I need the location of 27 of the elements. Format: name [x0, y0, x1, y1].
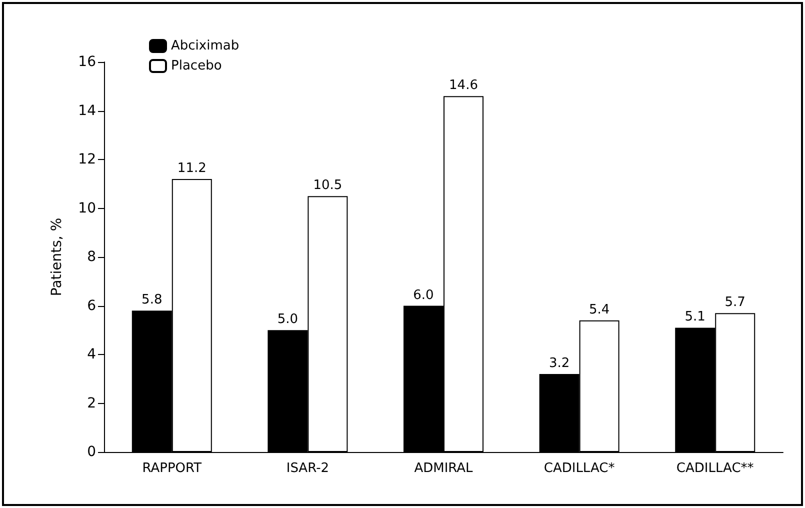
data-label: 6.0 — [413, 288, 434, 303]
data-label: 14.6 — [449, 78, 478, 94]
data-label: 11.2 — [177, 161, 206, 176]
x-tick-label: CADILLAC** — [676, 461, 754, 476]
data-label: 3.2 — [548, 356, 570, 371]
y-axis-title: Patients, % — [49, 218, 65, 296]
x-tick-label: ADMIRAL — [414, 461, 474, 476]
y-tick-label: 16 — [78, 54, 96, 70]
y-tick-label: 10 — [78, 200, 96, 216]
y-tick-label: 8 — [87, 249, 96, 265]
y-tick-label: 12 — [78, 152, 96, 168]
data-label: 10.5 — [313, 178, 342, 194]
y-tick-label: 0 — [87, 444, 96, 460]
x-tick-label: CADILLAC* — [544, 461, 616, 476]
data-label: 5.1 — [684, 310, 706, 325]
x-tick-label: ISAR-2 — [286, 461, 330, 476]
y-tick-label: 2 — [87, 395, 96, 412]
y-tick-label: 14 — [78, 102, 96, 119]
data-label: 5.4 — [588, 302, 610, 318]
data-label: 5.8 — [142, 292, 162, 308]
legend-label: Placebo — [171, 58, 222, 74]
legend-label: Abciximab — [171, 38, 240, 54]
y-tick-label: 6 — [87, 298, 96, 314]
x-tick-label: RAPPORT — [142, 461, 202, 476]
data-label: 5.7 — [724, 295, 746, 310]
data-label: 5.0 — [277, 312, 298, 328]
y-tick-label: 4 — [87, 346, 96, 362]
